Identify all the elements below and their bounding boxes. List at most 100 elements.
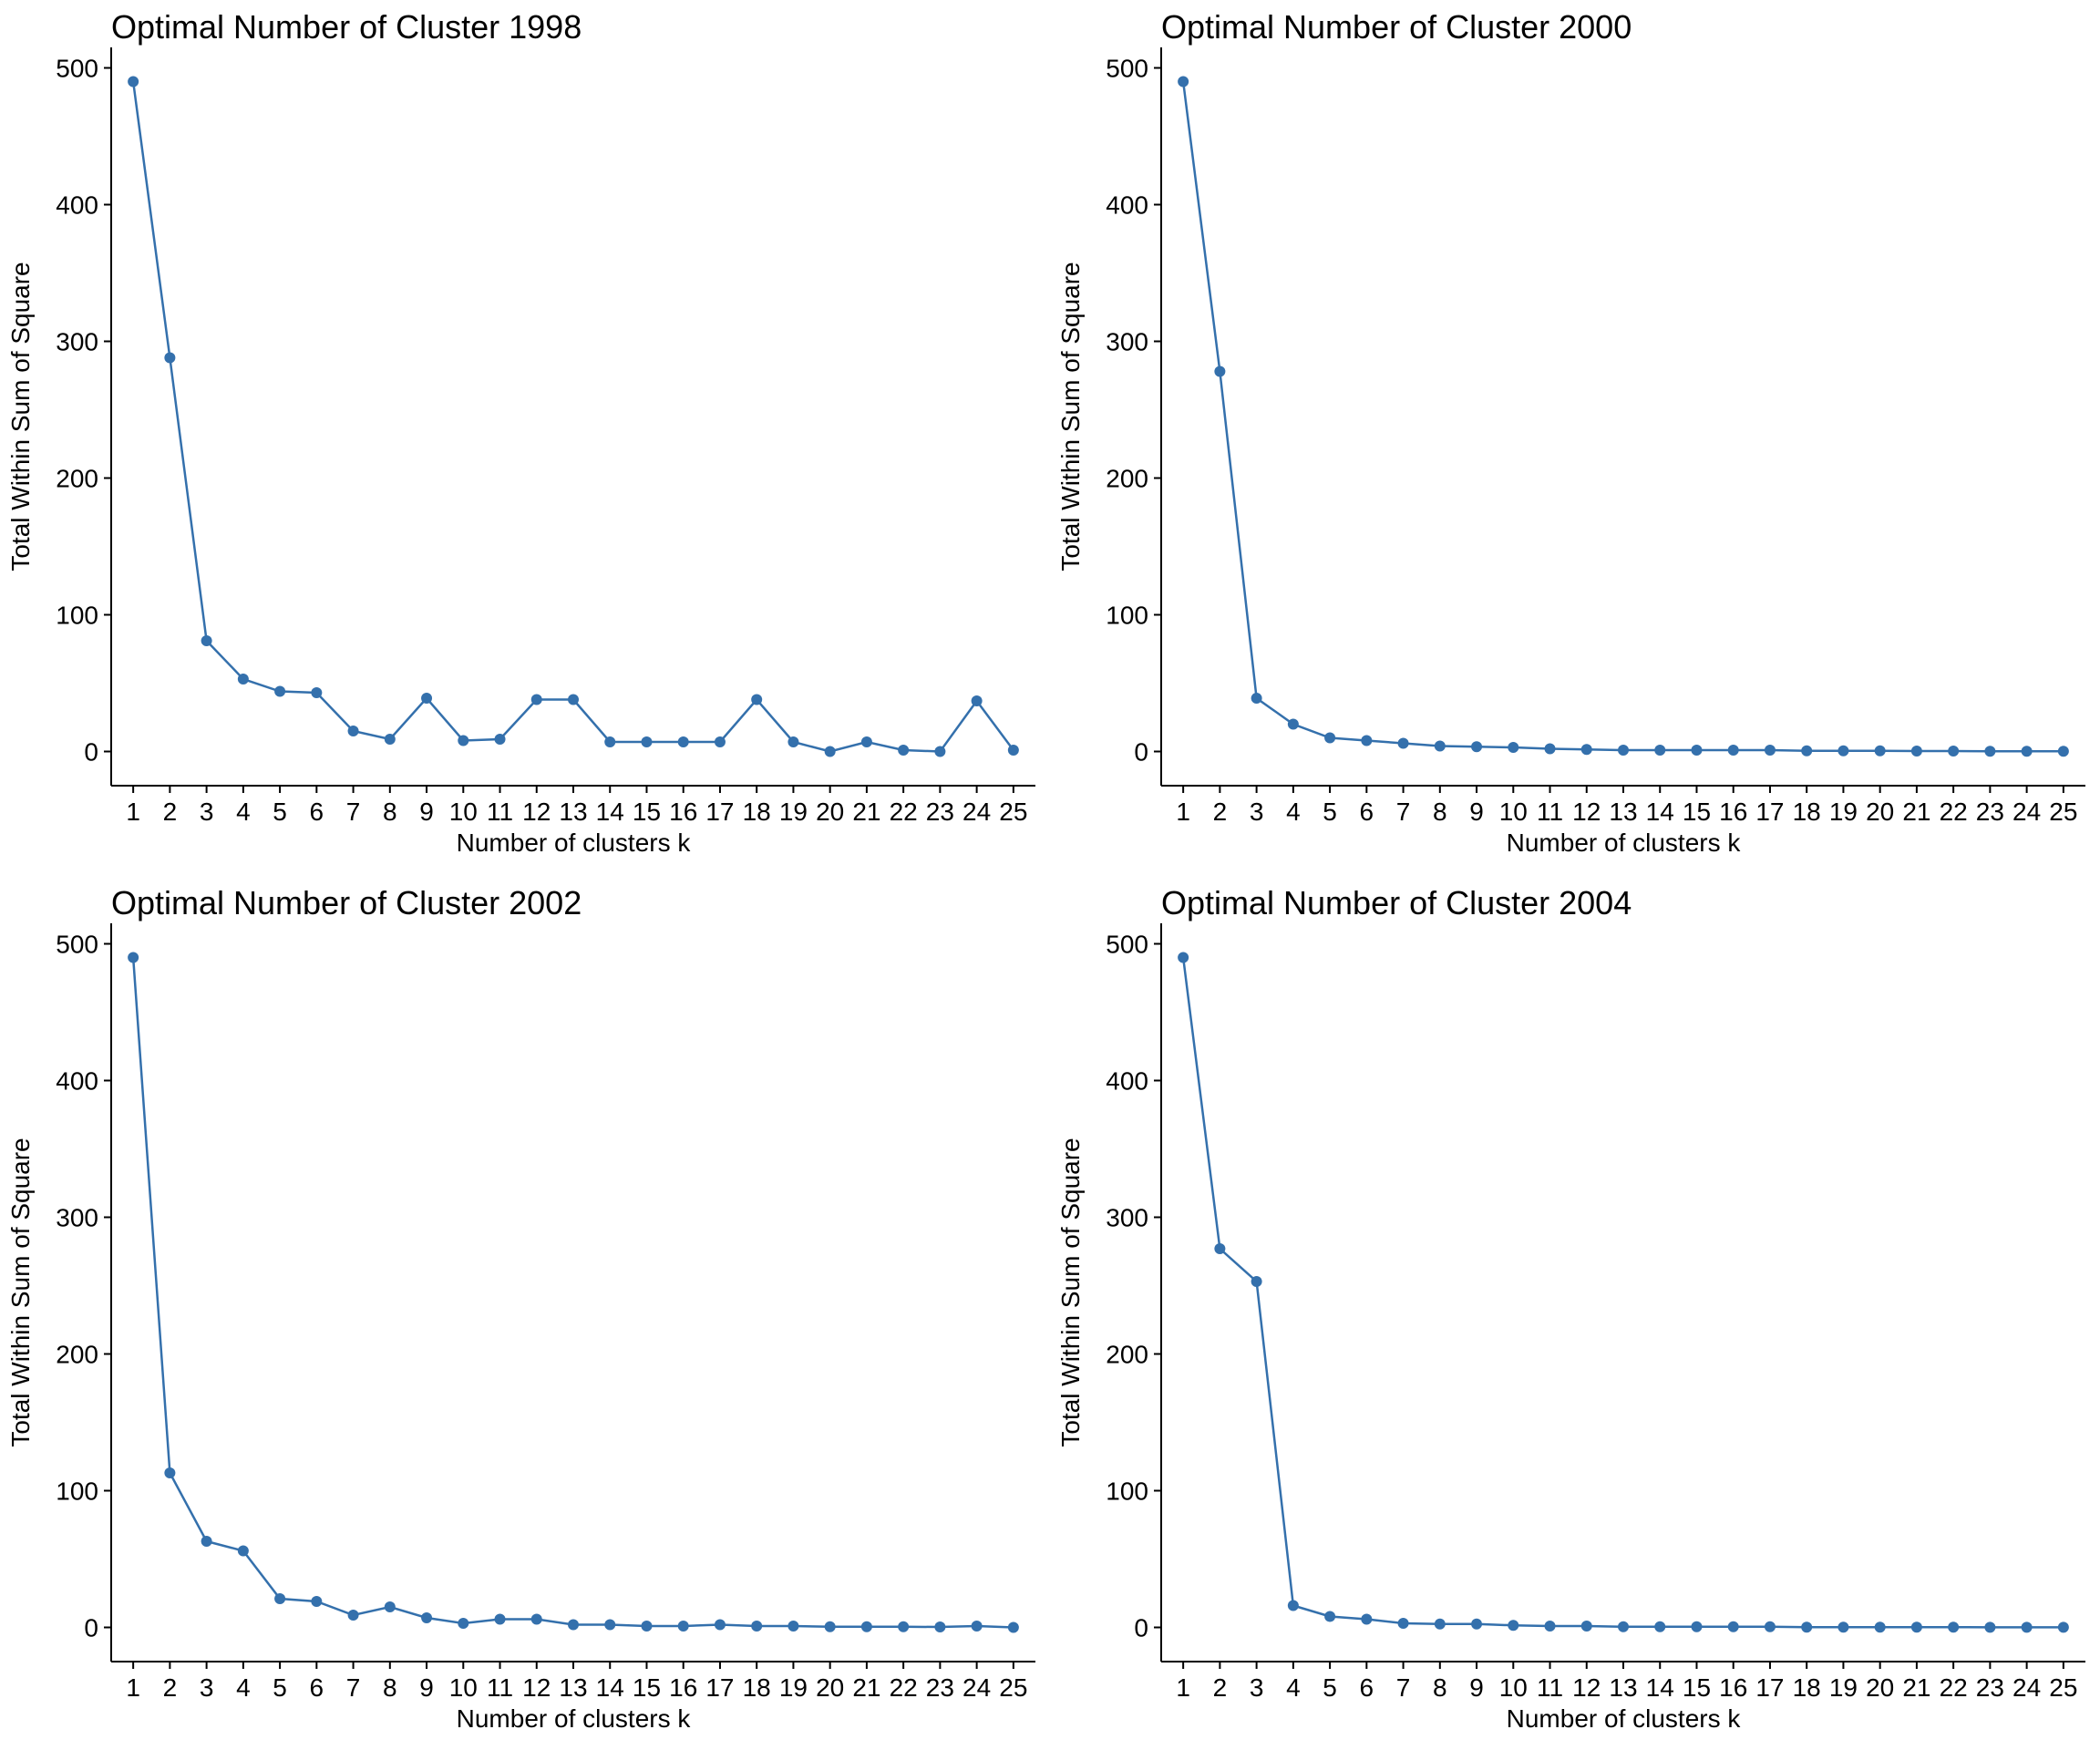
data-point: [1324, 1611, 1336, 1622]
y-tick-label: 400: [56, 1067, 98, 1096]
x-tick-label: 9: [419, 1673, 434, 1702]
x-tick-label: 13: [559, 1673, 587, 1702]
x-tick-label: 5: [1323, 798, 1337, 826]
x-tick-label: 23: [926, 1673, 954, 1702]
x-tick-label: 7: [346, 798, 361, 826]
y-tick-label: 0: [1134, 738, 1148, 767]
x-tick-label: 21: [852, 798, 880, 826]
data-point: [2057, 746, 2069, 757]
x-tick-label: 22: [1940, 798, 1968, 826]
y-tick-label: 300: [1106, 328, 1148, 356]
data-point: [164, 1467, 176, 1478]
x-tick-label: 8: [383, 798, 397, 826]
y-tick-label: 400: [1106, 191, 1148, 220]
data-point: [347, 1610, 359, 1621]
y-tick-label: 500: [56, 931, 98, 959]
data-point: [458, 1618, 469, 1629]
y-tick-label: 200: [56, 465, 98, 493]
data-point: [1654, 745, 1666, 756]
x-tick-label: 20: [1866, 1673, 1894, 1702]
data-point: [128, 952, 139, 963]
x-tick-label: 7: [346, 1673, 361, 1702]
y-tick-label: 300: [56, 1204, 98, 1232]
x-tick-label: 7: [1396, 798, 1411, 826]
x-tick-label: 10: [449, 798, 478, 826]
data-point: [1508, 1620, 1519, 1632]
data-point: [384, 734, 396, 745]
chart-panel-2: Optimal Number of Cluster 2000 0 100 200 300…: [1056, 8, 2085, 857]
data-point: [1618, 745, 1629, 756]
data-point: [384, 1601, 396, 1612]
data-point: [751, 694, 763, 705]
data-point: [1397, 1618, 1409, 1629]
x-tick-label: 24: [2012, 1673, 2041, 1702]
x-tick-label: 19: [779, 1673, 808, 1702]
y-tick-label: 200: [56, 1341, 98, 1369]
x-tick-label: 20: [816, 1673, 844, 1702]
x-tick-label: 8: [1433, 1673, 1447, 1702]
x-tick-label: 9: [419, 798, 434, 826]
x-axis-label: Number of clusters k: [457, 1704, 692, 1733]
x-axis-label: Number of clusters k: [1507, 1704, 1742, 1733]
x-tick-label: 9: [1469, 1673, 1484, 1702]
y-axis-label: Total Within Sum of Square: [1056, 1138, 1085, 1446]
data-point: [1178, 76, 1189, 88]
x-axis-label: Number of clusters k: [457, 829, 692, 857]
data-point: [421, 693, 433, 704]
x-tick-label: 5: [1323, 1673, 1337, 1702]
x-tick-label: 21: [852, 1673, 880, 1702]
x-tick-label: 14: [596, 798, 624, 826]
chart-title: Optimal Number of Cluster 2002: [111, 884, 582, 921]
series-line: [1181, 81, 2064, 753]
data-point: [2057, 1621, 2069, 1633]
data-point: [751, 1621, 763, 1632]
x-tick-label: 11: [487, 1673, 513, 1702]
x-tick-label: 14: [596, 1673, 624, 1702]
x-tick-label: 14: [1646, 798, 1674, 826]
x-tick-label: 21: [1902, 798, 1930, 826]
x-tick-label: 25: [999, 798, 1027, 826]
x-tick-label: 24: [962, 798, 991, 826]
x-tick-label: 2: [163, 798, 178, 826]
y-tick-label: 0: [84, 738, 98, 767]
data-point: [494, 734, 506, 745]
data-point: [1251, 1276, 1262, 1287]
data-point: [164, 352, 176, 364]
y-tick-label: 200: [1106, 1341, 1148, 1369]
y-axis-label: Total Within Sum of Square: [1056, 262, 1085, 571]
x-tick-label: 15: [633, 798, 661, 826]
x-tick-label: 18: [743, 1673, 771, 1702]
x-tick-label: 16: [669, 1673, 697, 1702]
data-point: [1801, 745, 1813, 757]
y-tick-label: 200: [1106, 465, 1148, 493]
y-tick-label: 0: [84, 1614, 98, 1642]
data-point: [1727, 1621, 1739, 1632]
x-tick-label: 8: [1433, 798, 1447, 826]
x-tick-label: 2: [163, 1673, 178, 1702]
data-point: [311, 687, 323, 698]
y-tick-label: 100: [1106, 1477, 1148, 1506]
data-point: [1727, 745, 1739, 756]
data-point: [860, 1621, 872, 1632]
x-tick-label: 21: [1902, 1673, 1930, 1702]
data-point: [1361, 1613, 1373, 1625]
x-tick-label: 17: [705, 1673, 734, 1702]
x-tick-label: 23: [926, 798, 954, 826]
x-tick-label: 22: [890, 798, 918, 826]
x-tick-label: 16: [1719, 1673, 1747, 1702]
x-tick-label: 1: [126, 1673, 140, 1702]
x-tick-label: 2: [1213, 798, 1228, 826]
data-point: [128, 76, 139, 88]
x-tick-label: 1: [126, 798, 140, 826]
x-tick-label: 5: [273, 798, 287, 826]
data-point: [677, 1621, 689, 1632]
x-axis-label: Number of clusters k: [1507, 829, 1742, 857]
x-tick-label: 12: [1572, 1673, 1601, 1702]
x-tick-label: 4: [236, 1673, 251, 1702]
x-tick-label: 12: [1572, 798, 1601, 826]
data-point: [530, 1613, 542, 1625]
y-axis-label: Total Within Sum of Square: [6, 262, 35, 571]
data-point: [1618, 1621, 1629, 1632]
data-point: [714, 1619, 726, 1631]
x-tick-label: 22: [1940, 1673, 1968, 1702]
